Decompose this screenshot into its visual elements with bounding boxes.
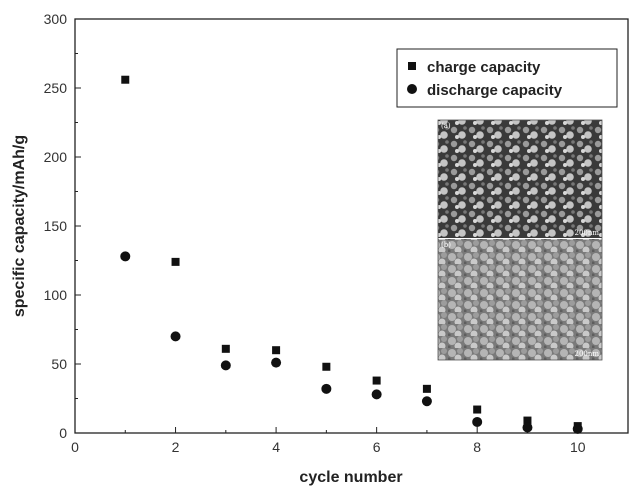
legend-box — [396, 48, 618, 108]
legend: charge capacity discharge capacity — [396, 48, 618, 108]
x-tick-label: 4 — [272, 439, 280, 455]
discharge-capacity-point — [371, 389, 382, 400]
x-tick-label: 0 — [71, 439, 79, 455]
charge-capacity-point — [422, 384, 431, 393]
discharge-capacity-point — [170, 331, 181, 342]
y-tick-label: 300 — [44, 11, 68, 27]
sem-inset: (a) 200nm (b) 200nm — [437, 119, 603, 361]
sem-image-a — [438, 120, 602, 238]
y-tick-label: 50 — [51, 356, 67, 372]
x-axis-title: cycle number — [299, 469, 402, 486]
discharge-capacity-point — [120, 251, 131, 262]
discharge-capacity-point — [271, 357, 282, 368]
y-tick-label: 200 — [44, 149, 68, 165]
x-tick-label: 2 — [172, 439, 180, 455]
y-tick-label: 100 — [44, 287, 68, 303]
legend-label-charge: charge capacity — [427, 59, 541, 76]
charge-capacity-point — [372, 376, 381, 385]
y-tick-label: 250 — [44, 80, 68, 96]
charge-capacity-point — [272, 346, 281, 355]
discharge-capacity-point — [220, 360, 231, 371]
discharge-capacity-point — [472, 416, 483, 427]
legend-marker-charge — [408, 62, 416, 70]
charge-capacity-point — [171, 257, 180, 266]
panel-a-label: (a) — [441, 122, 451, 130]
charge-capacity-point — [121, 75, 130, 84]
panel-b-label: (b) — [441, 241, 451, 249]
discharge-capacity-point — [572, 423, 583, 434]
y-axis-ticks: 0 50 100 150 200 250 300 — [44, 11, 81, 441]
sem-image-b — [438, 239, 602, 360]
x-tick-label: 6 — [373, 439, 381, 455]
legend-marker-discharge — [407, 84, 417, 94]
charge-capacity-point — [322, 362, 331, 371]
x-tick-label: 8 — [473, 439, 481, 455]
y-axis-title: specific capacity/mAh/g — [11, 135, 28, 317]
discharge-capacity-point — [421, 396, 432, 407]
charge-capacity-point — [221, 344, 230, 353]
panel-b-scale: 200nm — [574, 350, 599, 358]
discharge-capacity-point — [321, 383, 332, 394]
x-tick-label: 10 — [570, 439, 586, 455]
charge-capacity-point — [523, 416, 532, 425]
y-tick-label: 0 — [59, 425, 67, 441]
discharge-capacity-point — [522, 422, 533, 433]
legend-label-discharge: discharge capacity — [427, 82, 563, 99]
x-axis-ticks: 0 2 4 6 8 10 — [71, 427, 586, 455]
panel-a-scale: 200nm — [574, 229, 599, 237]
data-markers — [120, 75, 583, 434]
charge-capacity-point — [473, 405, 482, 414]
y-tick-label: 150 — [44, 218, 68, 234]
